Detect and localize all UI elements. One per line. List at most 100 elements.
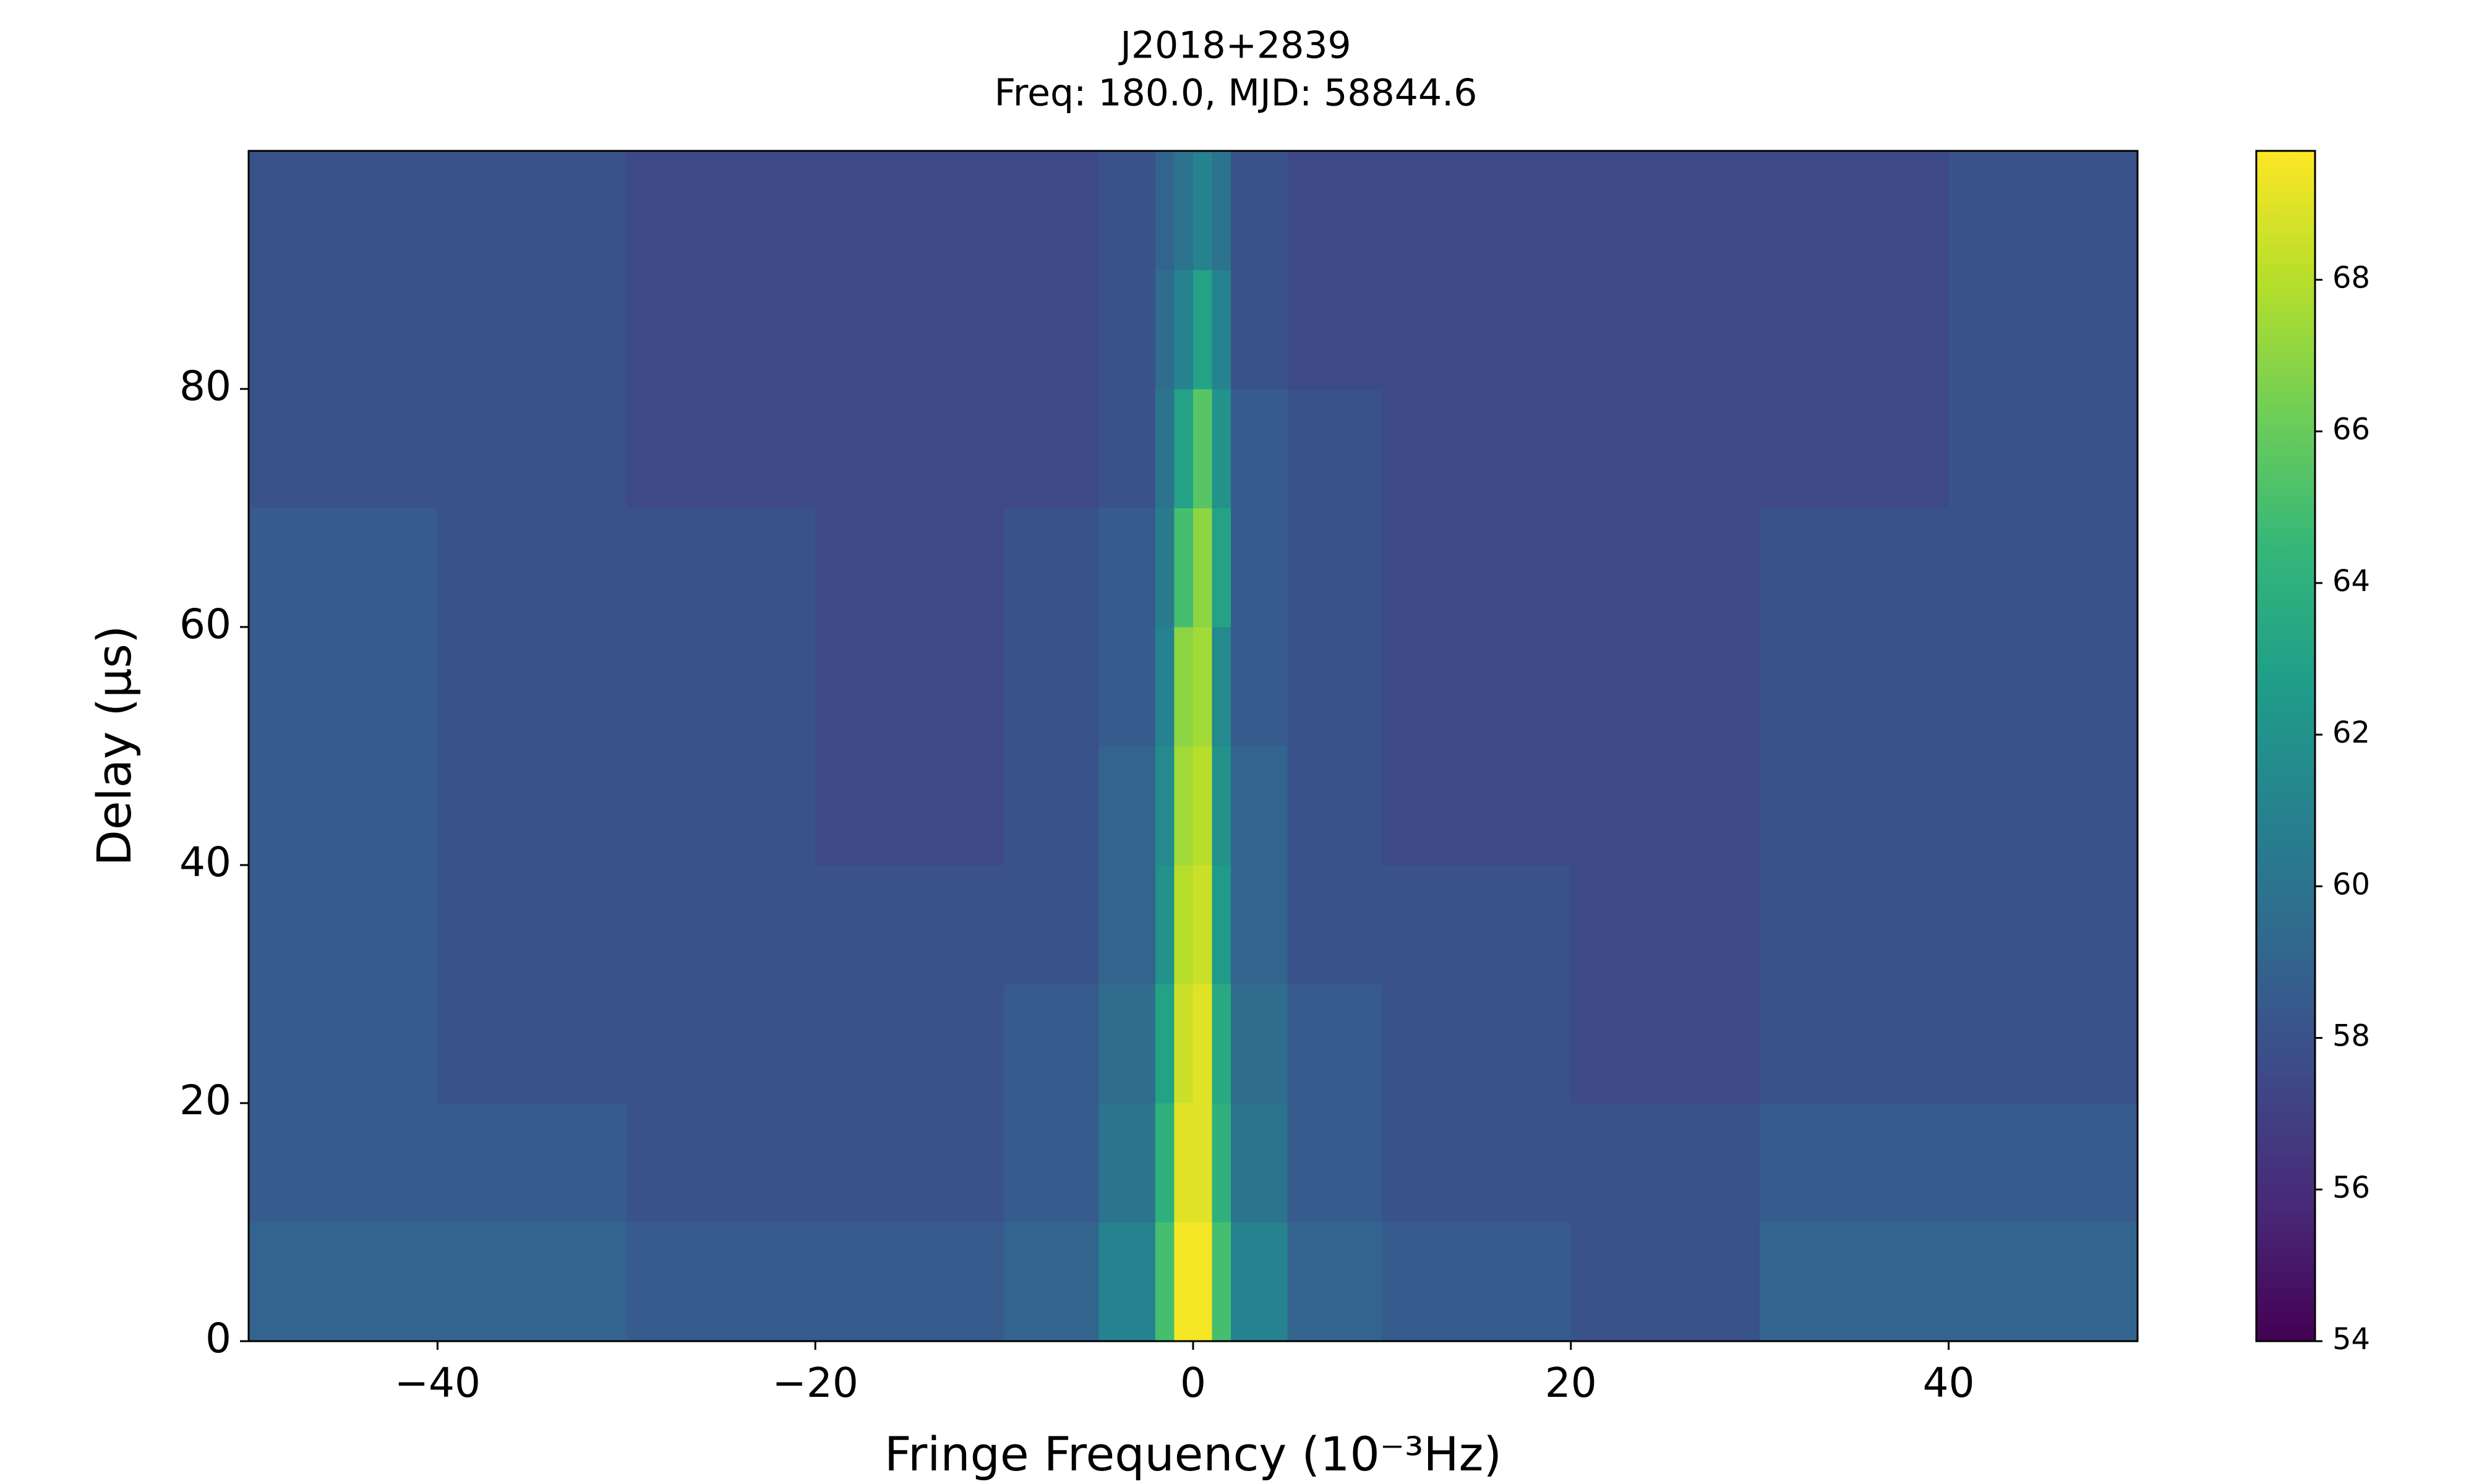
heatmap bbox=[249, 151, 2138, 1341]
heatmap-cell bbox=[1760, 389, 1950, 508]
heatmap-cell bbox=[1948, 508, 2138, 628]
heatmap-cell bbox=[437, 746, 627, 866]
x-tick-label: 20 bbox=[1545, 1359, 1597, 1407]
heatmap-cell bbox=[1155, 1222, 1175, 1341]
heatmap-cell bbox=[1287, 1103, 1382, 1222]
heatmap-cell bbox=[1098, 151, 1156, 270]
heatmap-cell bbox=[249, 270, 438, 390]
heatmap-cell bbox=[1382, 508, 1572, 628]
y-tick-label: 0 bbox=[205, 1315, 231, 1362]
heatmap-cell bbox=[1004, 508, 1099, 628]
heatmap-cell bbox=[1287, 270, 1382, 390]
heatmap-cell bbox=[815, 984, 1005, 1104]
heatmap-cell bbox=[815, 627, 1005, 746]
heatmap-cell bbox=[1570, 984, 1760, 1104]
heatmap-cell bbox=[1098, 389, 1156, 508]
heatmap-cell bbox=[1382, 984, 1572, 1104]
heatmap-cell bbox=[1231, 984, 1288, 1104]
heatmap-cell bbox=[1570, 1103, 1760, 1222]
heatmap-cell bbox=[1098, 865, 1156, 984]
heatmap-cell bbox=[1570, 508, 1760, 628]
heatmap-cell bbox=[815, 865, 1005, 984]
y-tick-label: 80 bbox=[179, 362, 231, 410]
heatmap-cell bbox=[1948, 1103, 2138, 1222]
heatmap-cell bbox=[1948, 389, 2138, 508]
heatmap-cell bbox=[626, 1222, 816, 1341]
heatmap-cell bbox=[815, 508, 1005, 628]
heatmap-cell bbox=[1174, 151, 1194, 270]
heatmap-cell bbox=[1193, 1222, 1213, 1341]
heatmap-cell bbox=[1174, 984, 1194, 1104]
colorbar-tick-label: 58 bbox=[2332, 1019, 2370, 1054]
heatmap-cell bbox=[1382, 270, 1572, 390]
heatmap-cell bbox=[1098, 1222, 1156, 1341]
heatmap-cell bbox=[437, 1222, 627, 1341]
heatmap-cell bbox=[249, 865, 438, 984]
heatmap-cell bbox=[1382, 1222, 1572, 1341]
heatmap-cell bbox=[1174, 1103, 1194, 1222]
y-tick-label: 20 bbox=[179, 1077, 231, 1124]
colorbar-tick-label: 68 bbox=[2332, 260, 2370, 295]
colorbar-tick-label: 66 bbox=[2332, 412, 2370, 447]
heatmap-cell bbox=[1212, 270, 1231, 390]
heatmap-cell bbox=[1098, 984, 1156, 1104]
heatmap-cell bbox=[249, 984, 438, 1104]
x-tick-label: 40 bbox=[1923, 1359, 1975, 1407]
heatmap-cell bbox=[626, 984, 816, 1104]
heatmap-cell bbox=[1231, 865, 1288, 984]
heatmap-cell bbox=[1004, 627, 1099, 746]
heatmap-cell bbox=[1193, 270, 1213, 390]
heatmap-cell bbox=[437, 627, 627, 746]
heatmap-cell bbox=[1174, 627, 1194, 746]
heatmap-cell bbox=[1570, 746, 1760, 866]
heatmap-cell bbox=[1193, 1103, 1213, 1222]
heatmap-cell bbox=[1570, 627, 1760, 746]
heatmap-cell bbox=[437, 508, 627, 628]
heatmap-cell bbox=[1948, 627, 2138, 746]
heatmap-cell bbox=[626, 151, 816, 270]
heatmap-cell bbox=[1382, 389, 1572, 508]
heatmap-cell bbox=[1212, 1103, 1231, 1222]
heatmap-cell bbox=[249, 627, 438, 746]
heatmap-cell bbox=[1174, 746, 1194, 866]
heatmap-cell bbox=[1004, 984, 1099, 1104]
heatmap-cell bbox=[1193, 865, 1213, 984]
heatmap-cell bbox=[437, 270, 627, 390]
heatmap-cell bbox=[1948, 746, 2138, 866]
heatmap-cell bbox=[1212, 151, 1231, 270]
heatmap-cell bbox=[249, 389, 438, 508]
heatmap-cell bbox=[249, 1103, 438, 1222]
heatmap-cell bbox=[1155, 865, 1175, 984]
heatmap-cell bbox=[1098, 270, 1156, 390]
heatmap-cell bbox=[1004, 746, 1099, 866]
heatmap-cell bbox=[1155, 151, 1175, 270]
heatmap-cell bbox=[1174, 270, 1194, 390]
heatmap-cell bbox=[1004, 1222, 1099, 1341]
heatmap-cell bbox=[1382, 865, 1572, 984]
heatmap-cell bbox=[1212, 984, 1231, 1104]
heatmap-cell bbox=[1382, 151, 1572, 270]
heatmap-cell bbox=[1174, 1222, 1194, 1341]
heatmap-cell bbox=[1570, 270, 1760, 390]
colorbar-tick-label: 56 bbox=[2332, 1171, 2370, 1205]
heatmap-cell bbox=[1155, 627, 1175, 746]
heatmap-cell bbox=[815, 389, 1005, 508]
heatmap-cell bbox=[1004, 865, 1099, 984]
colorbar bbox=[2255, 150, 2316, 1342]
heatmap-cell bbox=[1155, 1103, 1175, 1222]
heatmap-cell bbox=[1155, 389, 1175, 508]
heatmap-cell bbox=[1948, 1222, 2138, 1341]
heatmap-cell bbox=[1948, 865, 2138, 984]
heatmap-cell bbox=[1570, 1222, 1760, 1341]
heatmap-cell bbox=[1193, 984, 1213, 1104]
heatmap-cell bbox=[1193, 151, 1213, 270]
heatmap-cell bbox=[1098, 508, 1156, 628]
heatmap-cell bbox=[1287, 1222, 1382, 1341]
heatmap-cell bbox=[1948, 270, 2138, 390]
chart-title: J2018+2839 bbox=[1118, 24, 1351, 67]
heatmap-cell bbox=[1231, 746, 1288, 866]
heatmap-cell bbox=[626, 389, 816, 508]
heatmap-cell bbox=[626, 627, 816, 746]
